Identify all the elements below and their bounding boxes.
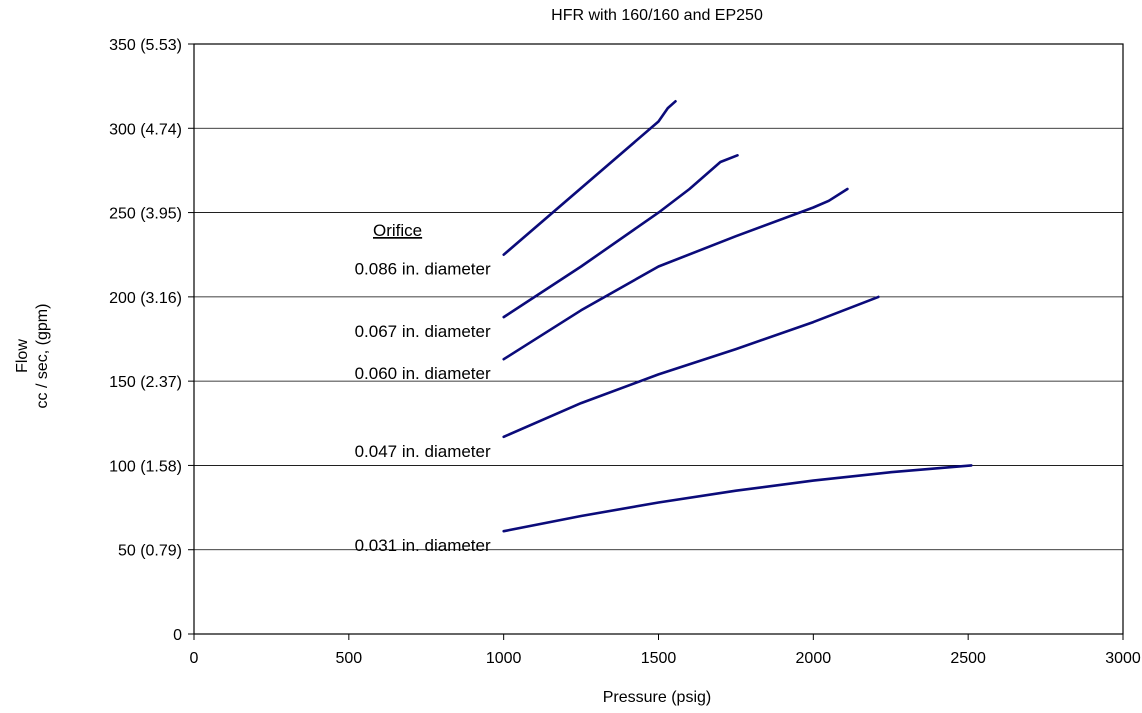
x-tick-label-0: 0 [190,650,199,667]
y-axis-label-line-2: cc / sec, (gpm) [34,304,51,409]
y-axis-label: Flow cc / sec, (gpm) [14,304,51,409]
series-label-2: 0.067 in. diameter [355,322,491,341]
series-label-5: 0.031 in. diameter [355,536,491,555]
y-tick-label-100: 100 (1.58) [109,458,182,475]
y-tick-label-250: 250 (3.95) [109,206,182,223]
x-tick-label-500: 500 [335,650,362,667]
x-tick-label-1500: 1500 [641,650,677,667]
x-tick-label-1000: 1000 [486,650,522,667]
y-axis-label-line-1: Flow [14,339,31,373]
chart-title: HFR with 160/160 and EP250 [551,7,763,24]
y-tick-label-350: 350 (5.53) [109,37,182,54]
x-tick-label-3000: 3000 [1105,650,1141,667]
y-tick-label-200: 200 (3.16) [109,290,182,307]
series-lines [502,100,973,533]
x-axis-label: Pressure (psig) [603,689,711,706]
y-tick-label-0: 0 [173,627,182,644]
y-tick-label-50: 50 (0.79) [118,543,182,560]
x-tick-label-2500: 2500 [950,650,986,667]
legend-title-orifice: Orifice [373,221,422,240]
x-axis-ticks: 0 500 1000 1500 2000 2500 3000 [190,634,1141,667]
series-line-5 [502,464,973,533]
y-tick-label-300: 300 (4.74) [109,121,182,138]
x-tick-label-2000: 2000 [796,650,832,667]
series-label-1: 0.086 in. diameter [355,260,491,279]
series-label-3: 0.060 in. diameter [355,364,491,383]
series-labels: 0.086 in. diameter 0.067 in. diameter 0.06… [355,260,491,555]
series-line-2 [502,154,739,319]
y-axis-ticks: 0 50 (0.79) 100 (1.58) 150 (2.37) 200 (3.16)… [109,37,194,644]
series-label-4: 0.047 in. diameter [355,442,491,461]
series-line-1 [502,100,677,256]
plot-area-frame [193,43,1124,635]
series-line-4 [502,295,880,439]
y-tick-label-150: 150 (2.37) [109,374,182,391]
series-line-3 [502,187,849,361]
gridlines [194,127,1123,551]
